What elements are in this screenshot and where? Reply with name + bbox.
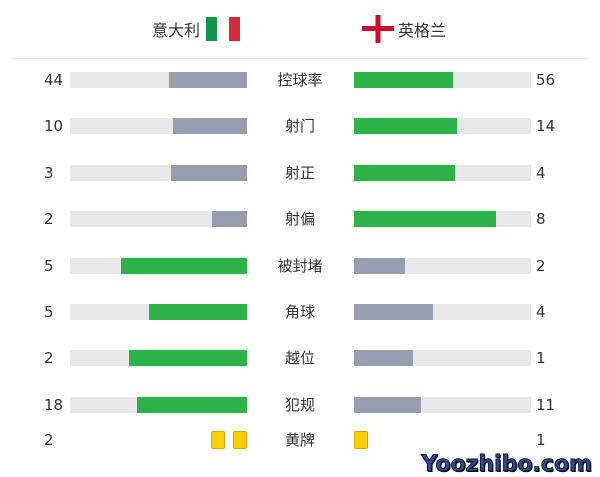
away-bar-track: [354, 164, 531, 181]
home-team-header: 意大利: [152, 14, 241, 44]
away-value: 8: [536, 210, 546, 229]
away-value: 2: [536, 256, 546, 275]
italy-flag-icon: [206, 17, 241, 41]
home-bar-fill: [171, 164, 247, 181]
away-bar-fill: [354, 396, 422, 413]
home-value: 44: [44, 71, 64, 89]
stat-row: 3 射正 4: [0, 161, 600, 185]
home-bar-track: [70, 350, 247, 367]
home-bar-fill: [169, 72, 247, 88]
home-value: 10: [44, 117, 64, 136]
stat-label: 黄牌: [284, 431, 315, 449]
away-bar-track: [354, 257, 531, 274]
home-value: 2: [44, 349, 54, 368]
home-value: 2: [44, 210, 54, 229]
away-value: 4: [536, 163, 546, 182]
home-bar-track: [70, 304, 247, 320]
away-bar-fill: [354, 350, 413, 367]
home-value: 5: [44, 256, 54, 275]
stat-row: 44 控球率 56: [0, 68, 600, 92]
away-bar-track: [354, 118, 531, 135]
stat-label: 越位: [284, 349, 315, 368]
away-bar-fill: [354, 118, 458, 135]
home-bar-track: [70, 72, 247, 88]
home-value: 18: [44, 395, 64, 414]
stat-row: 5 被封堵 2: [0, 254, 600, 278]
home-value: 2: [44, 431, 54, 449]
home-bar-track: [70, 257, 247, 274]
stat-row: 2 射偏 8: [0, 207, 600, 231]
stat-label: 射偏: [284, 210, 315, 229]
away-bar-fill: [354, 304, 433, 320]
stat-row: 5 角球 4: [0, 300, 600, 324]
stat-label: 射正: [284, 163, 315, 182]
away-team-name: 英格兰: [398, 21, 447, 40]
watermark: Yoozhibo.com: [421, 452, 592, 477]
away-value: 4: [536, 303, 546, 321]
home-bar-track: [70, 164, 247, 181]
home-bar-fill: [129, 350, 247, 367]
header-divider: [12, 58, 588, 59]
stat-label: 角球: [284, 303, 315, 321]
stat-label: 射门: [284, 117, 315, 136]
stat-row-yellow-cards: 2 黄牌 1: [0, 430, 600, 450]
away-value: 14: [536, 117, 556, 136]
away-bar-fill: [354, 257, 405, 274]
stat-row: 18 犯规 11: [0, 393, 600, 417]
home-bar-fill: [137, 396, 247, 413]
away-value: 1: [536, 349, 546, 368]
home-bar-track: [70, 396, 247, 413]
home-bar-fill: [148, 304, 247, 320]
home-value: 3: [44, 163, 54, 182]
yellow-card-icon: [354, 431, 368, 449]
home-bar-fill: [120, 257, 247, 274]
home-bar-track: [70, 118, 247, 135]
away-bar-track: [354, 72, 531, 88]
away-bar-fill: [354, 164, 456, 181]
away-bar-fill: [354, 211, 496, 228]
stat-row: 2 越位 1: [0, 346, 600, 370]
yellow-card-icon: [233, 431, 247, 449]
away-bar-track: [354, 211, 531, 228]
away-bar-fill: [354, 72, 454, 88]
away-bar-track: [354, 304, 531, 320]
yellow-card-icon: [211, 431, 225, 449]
home-bar-fill: [173, 118, 247, 135]
england-flag-icon: [362, 15, 394, 43]
away-bar-track: [354, 396, 531, 413]
stat-label: 控球率: [277, 71, 323, 89]
stat-label: 被封堵: [277, 256, 323, 275]
stat-label: 犯规: [284, 395, 315, 414]
home-bar-fill: [211, 211, 247, 228]
away-value: 11: [536, 395, 556, 414]
stat-row: 10 射门 14: [0, 114, 600, 138]
away-value: 1: [536, 431, 546, 449]
away-value: 56: [536, 71, 556, 89]
away-team-header: 英格兰: [362, 14, 446, 44]
home-value: 5: [44, 303, 54, 321]
away-bar-track: [354, 350, 531, 367]
home-bar-track: [70, 211, 247, 228]
home-team-name: 意大利: [152, 21, 201, 40]
